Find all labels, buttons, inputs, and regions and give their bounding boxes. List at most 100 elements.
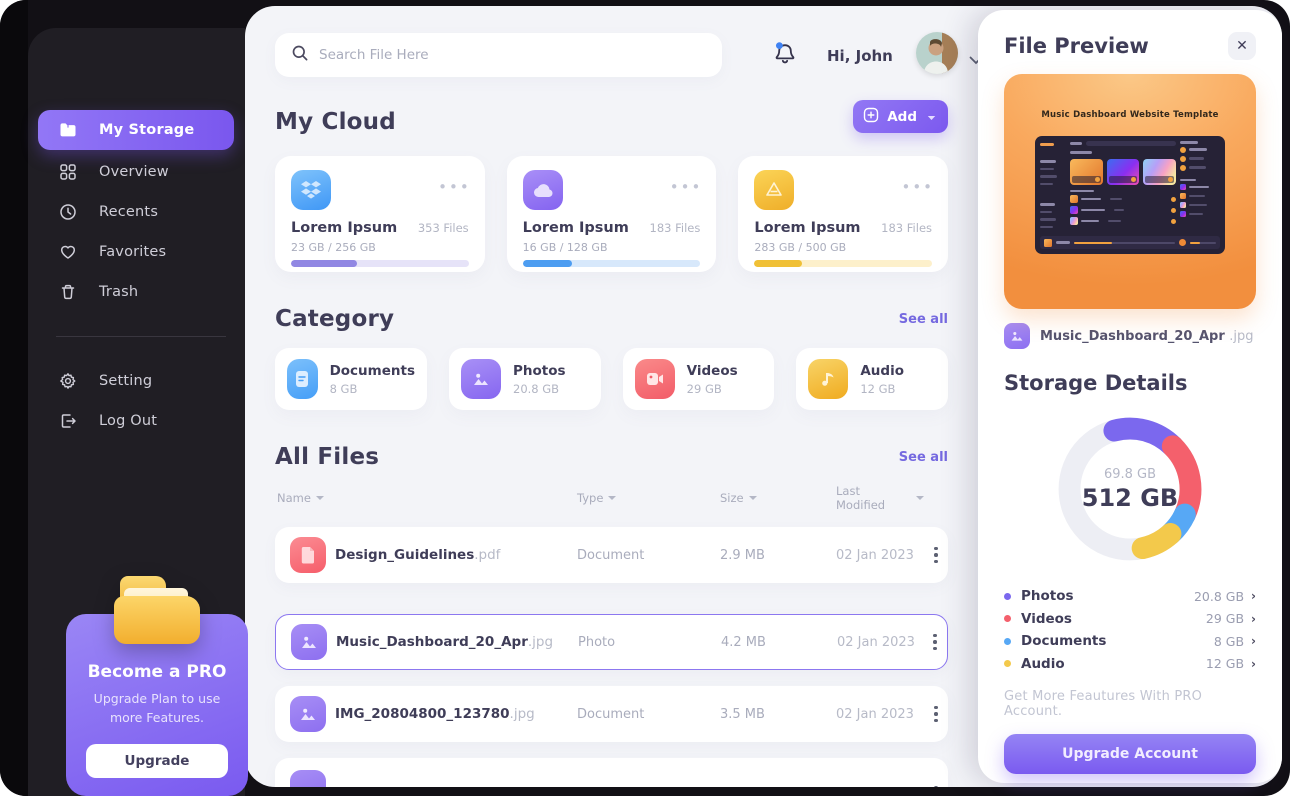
video-icon bbox=[634, 359, 675, 399]
row-menu-icon[interactable] bbox=[924, 705, 948, 723]
caret-down-icon bbox=[927, 109, 936, 125]
search-icon bbox=[291, 44, 309, 66]
legend-row-audio[interactable]: Audio 12 GB › bbox=[1004, 653, 1256, 676]
drive-icon bbox=[754, 170, 795, 210]
progress-track bbox=[291, 260, 469, 267]
add-button[interactable]: Add bbox=[853, 100, 948, 133]
sidebar-item-logout[interactable]: Log Out bbox=[38, 401, 234, 441]
file-size: 4.2 MB bbox=[721, 634, 766, 650]
file-modified: 02 Jan 2023 bbox=[837, 634, 915, 650]
row-menu-icon[interactable] bbox=[924, 786, 948, 787]
all-files-see-all-link[interactable]: See all bbox=[898, 449, 948, 465]
sort-caret-icon bbox=[748, 496, 757, 500]
legend-row-photos[interactable]: Photos 20.8 GB › bbox=[1004, 585, 1256, 608]
category-see-all-link[interactable]: See all bbox=[898, 311, 948, 327]
close-icon[interactable]: ✕ bbox=[1228, 32, 1256, 60]
legend-row-videos[interactable]: Videos 29 GB › bbox=[1004, 608, 1256, 631]
sidebar-item-recents[interactable]: Recents bbox=[38, 192, 234, 232]
sort-caret-icon bbox=[608, 496, 617, 500]
table-row-selected[interactable]: Music_Dashboard_20_Apr.jpg Photo 4.2 MB … bbox=[275, 614, 948, 670]
file-type: Photo bbox=[578, 634, 616, 650]
sidebar-item-label: Log Out bbox=[99, 413, 158, 429]
cloud-card-files: 353 Files bbox=[417, 221, 469, 235]
cloud-cards: ••• Lorem Ipsum 353 Files 23 GB / 256 GB… bbox=[275, 156, 949, 272]
category-cards: Documents 8 GB Photos 20.8 GB bbox=[275, 348, 949, 410]
table-row[interactable]: IMG_20804800_123780.jpg Document 3.5 MB … bbox=[275, 686, 948, 742]
storage-donut-chart: 69.8 GB 512 GB bbox=[1046, 405, 1214, 573]
upgrade-account-button[interactable]: Upgrade Account bbox=[1004, 734, 1256, 774]
pro-card-subtitle: Upgrade Plan to use more Features. bbox=[93, 691, 221, 725]
cloud-card[interactable]: ••• Lorem Ipsum 183 Files 16 GB / 128 GB bbox=[506, 156, 717, 272]
file-size: 3.5 MB bbox=[720, 706, 765, 722]
row-menu-icon[interactable] bbox=[923, 633, 947, 651]
trash-icon bbox=[58, 283, 77, 302]
audio-icon bbox=[808, 359, 849, 399]
topbar: Hi, John bbox=[275, 6, 983, 94]
column-header-name[interactable]: Name bbox=[275, 484, 577, 512]
upgrade-button[interactable]: Upgrade bbox=[86, 743, 228, 778]
more-options-icon[interactable]: ••• bbox=[901, 178, 935, 196]
photo-icon bbox=[461, 359, 501, 399]
sidebar-item-label: Overview bbox=[99, 164, 169, 180]
legend-dot bbox=[1004, 660, 1011, 668]
sidebar-edge bbox=[0, 0, 28, 796]
pdf-file-icon bbox=[290, 537, 326, 573]
sidebar-item-label: Trash bbox=[99, 284, 139, 300]
column-header-type[interactable]: Type bbox=[577, 484, 720, 512]
avatar[interactable] bbox=[916, 32, 958, 74]
sidebar-item-trash[interactable]: Trash bbox=[38, 272, 234, 312]
file-modified: 02 Jan 2023 bbox=[836, 547, 914, 563]
column-header-modified[interactable]: Last Modified bbox=[836, 484, 924, 512]
category-card-photos[interactable]: Photos 20.8 GB bbox=[449, 348, 601, 410]
sidebar-item-favorites[interactable]: Favorites bbox=[38, 232, 234, 272]
cloud-card-name: Lorem Ipsum bbox=[291, 220, 398, 236]
file-type: Document bbox=[577, 547, 645, 563]
cloud-card[interactable]: ••• Lorem Ipsum 183 Files 283 GB / 500 G… bbox=[738, 156, 949, 272]
progress-fill bbox=[291, 260, 357, 267]
storage-details-title: Storage Details bbox=[1004, 371, 1188, 395]
row-menu-icon[interactable] bbox=[924, 546, 948, 564]
table-row-partial[interactable] bbox=[275, 758, 948, 787]
table-row[interactable]: Design_Guidelines.pdf Document 2.9 MB 02… bbox=[275, 527, 948, 583]
sidebar-item-overview[interactable]: Overview bbox=[38, 152, 234, 192]
preview-art[interactable]: Music Dashboard Website Template bbox=[1004, 74, 1256, 309]
search-bar[interactable] bbox=[275, 33, 722, 77]
legend-dot bbox=[1004, 615, 1011, 623]
file-preview-panel: File Preview ✕ Music Dashboard Website T… bbox=[978, 10, 1282, 783]
dropbox-icon bbox=[291, 170, 331, 210]
category-header: Category See all bbox=[275, 306, 948, 332]
user-greeting: Hi, John bbox=[827, 47, 893, 65]
more-options-icon[interactable]: ••• bbox=[669, 178, 703, 196]
image-file-icon bbox=[1004, 323, 1030, 349]
legend-dot bbox=[1004, 592, 1011, 600]
column-header-size[interactable]: Size bbox=[720, 484, 836, 512]
plus-square-icon bbox=[863, 107, 879, 127]
more-options-icon[interactable]: ••• bbox=[438, 178, 471, 196]
pro-note: Get More Feautures With PRO Account. bbox=[1004, 689, 1203, 719]
document-icon bbox=[287, 359, 318, 399]
sidebar-item-label: Recents bbox=[99, 204, 159, 220]
storage-legend: Photos 20.8 GB › Videos 29 GB › Document… bbox=[1004, 585, 1256, 675]
image-file-icon bbox=[290, 696, 326, 732]
file-type: Document bbox=[577, 706, 645, 722]
image-file-icon bbox=[290, 770, 326, 787]
category-card-documents[interactable]: Documents 8 GB bbox=[275, 348, 427, 410]
notification-bell-icon[interactable] bbox=[767, 36, 803, 72]
table-header: Name Type Size Last Modified bbox=[275, 484, 948, 512]
file-modified: 02 Jan 2023 bbox=[836, 706, 914, 722]
legend-row-documents[interactable]: Documents 8 GB › bbox=[1004, 630, 1256, 653]
chevron-right-icon: › bbox=[1251, 611, 1256, 626]
clock-icon bbox=[58, 203, 77, 222]
search-input[interactable] bbox=[319, 47, 706, 63]
preview-file-line: Music_Dashboard_20_Apr .jpg bbox=[1004, 323, 1256, 349]
category-card-videos[interactable]: Videos 29 GB bbox=[622, 348, 775, 410]
sidebar-nav: My Storage Overview Recents Favorites bbox=[38, 110, 234, 441]
sidebar-item-setting[interactable]: Setting bbox=[38, 361, 234, 401]
cloud-card[interactable]: ••• Lorem Ipsum 353 Files 23 GB / 256 GB bbox=[275, 156, 485, 272]
sidebar-item-my-storage[interactable]: My Storage bbox=[38, 110, 234, 150]
sidebar-item-label: Favorites bbox=[99, 244, 167, 260]
category-card-audio[interactable]: Audio 12 GB bbox=[796, 348, 949, 410]
sidebar-item-label: My Storage bbox=[99, 122, 195, 138]
cloud-card-files: 183 Files bbox=[881, 221, 933, 235]
